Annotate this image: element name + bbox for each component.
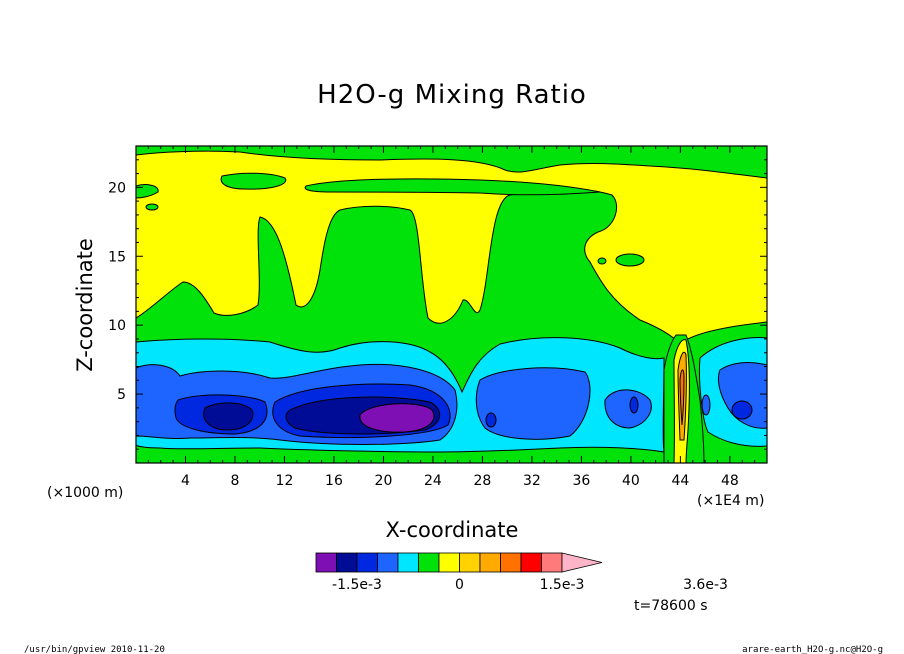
contour-level-blue bbox=[604, 389, 652, 429]
x-tick-label: 24 bbox=[424, 473, 442, 489]
x-tick-label: 28 bbox=[474, 473, 492, 489]
x-tick-label: 48 bbox=[721, 473, 739, 489]
contour-field bbox=[136, 146, 767, 463]
contour-level-darkblue bbox=[485, 412, 497, 428]
x-tick-label: 44 bbox=[671, 473, 689, 489]
contour-level-green bbox=[597, 257, 607, 265]
y-tick-label: 15 bbox=[108, 249, 126, 265]
contour-level-green bbox=[136, 146, 767, 179]
colorbar-swatch bbox=[500, 552, 522, 573]
contour-level-blue bbox=[717, 362, 767, 429]
colorbar-label: 3.6e-3 bbox=[683, 577, 728, 593]
contour-level-green bbox=[145, 203, 159, 211]
colorbar-swatch bbox=[459, 552, 481, 573]
x-tick-label: 36 bbox=[572, 473, 590, 489]
contour-level-green bbox=[136, 184, 159, 199]
colorbar bbox=[315, 552, 603, 573]
colorbar-swatch bbox=[336, 552, 358, 573]
chart-title: H2O-g Mixing Ratio bbox=[317, 80, 587, 110]
time-label: t=78600 s bbox=[634, 598, 708, 614]
y-tick-label: 5 bbox=[117, 387, 126, 403]
x-tick-label: 20 bbox=[375, 473, 393, 489]
colorbar-swatch bbox=[520, 552, 542, 573]
contour-level-blue bbox=[475, 367, 591, 440]
contour-level-blue bbox=[701, 394, 711, 416]
colorbar-swatch bbox=[356, 552, 378, 573]
contour-level-purple bbox=[359, 403, 435, 433]
y-axis-label: Z-coordinate bbox=[73, 238, 97, 372]
y-axis-ticks: 5 10 15 20 bbox=[108, 159, 767, 450]
x-axis-label: X-coordinate bbox=[386, 518, 519, 542]
contour-column-darkorange bbox=[679, 369, 685, 426]
contour-level-darkblue bbox=[731, 400, 753, 420]
colorbar-swatch bbox=[397, 552, 419, 573]
contour-level-green bbox=[220, 172, 287, 190]
colorbar-swatch bbox=[479, 552, 501, 573]
x-tick-label: 40 bbox=[622, 473, 640, 489]
x-tick-label: 32 bbox=[523, 473, 541, 489]
colorbar-swatch bbox=[315, 552, 337, 573]
y-tick-label: 20 bbox=[108, 180, 126, 196]
colorbar-labels: -1.5e-3 0 1.5e-3 3.6e-3 bbox=[332, 577, 728, 593]
footer-left: /usr/bin/gpview 2010-11-20 bbox=[24, 645, 165, 654]
colorbar-label: 0 bbox=[455, 577, 464, 593]
contour-level-blue bbox=[629, 396, 639, 414]
x-unit-right: (×1E4 m) bbox=[697, 493, 764, 509]
contour-level-green bbox=[304, 178, 601, 196]
footer-right: arare-earth_H2O-g.nc@H2O-g bbox=[742, 645, 883, 654]
x-axis-ticks: 4 8 12 16 20 24 28 32 36 40 44 48 bbox=[147, 146, 756, 489]
x-tick-label: 16 bbox=[325, 473, 343, 489]
colorbar-swatch bbox=[541, 552, 563, 573]
x-unit-left: (×1000 m) bbox=[47, 485, 123, 501]
colorbar-swatch bbox=[418, 552, 440, 573]
colorbar-swatch bbox=[377, 552, 399, 573]
y-tick-label: 10 bbox=[108, 318, 126, 334]
contour-level-green bbox=[615, 253, 645, 267]
x-tick-label: 12 bbox=[276, 473, 294, 489]
contour-level-navy bbox=[203, 402, 254, 431]
colorbar-swatch bbox=[438, 552, 460, 573]
x-tick-label: 4 bbox=[181, 473, 190, 489]
colorbar-label: 1.5e-3 bbox=[540, 577, 585, 593]
x-tick-label: 8 bbox=[231, 473, 240, 489]
plot-frame bbox=[135, 145, 768, 464]
colorbar-label: -1.5e-3 bbox=[332, 577, 382, 593]
colorbar-arrow bbox=[561, 552, 603, 573]
